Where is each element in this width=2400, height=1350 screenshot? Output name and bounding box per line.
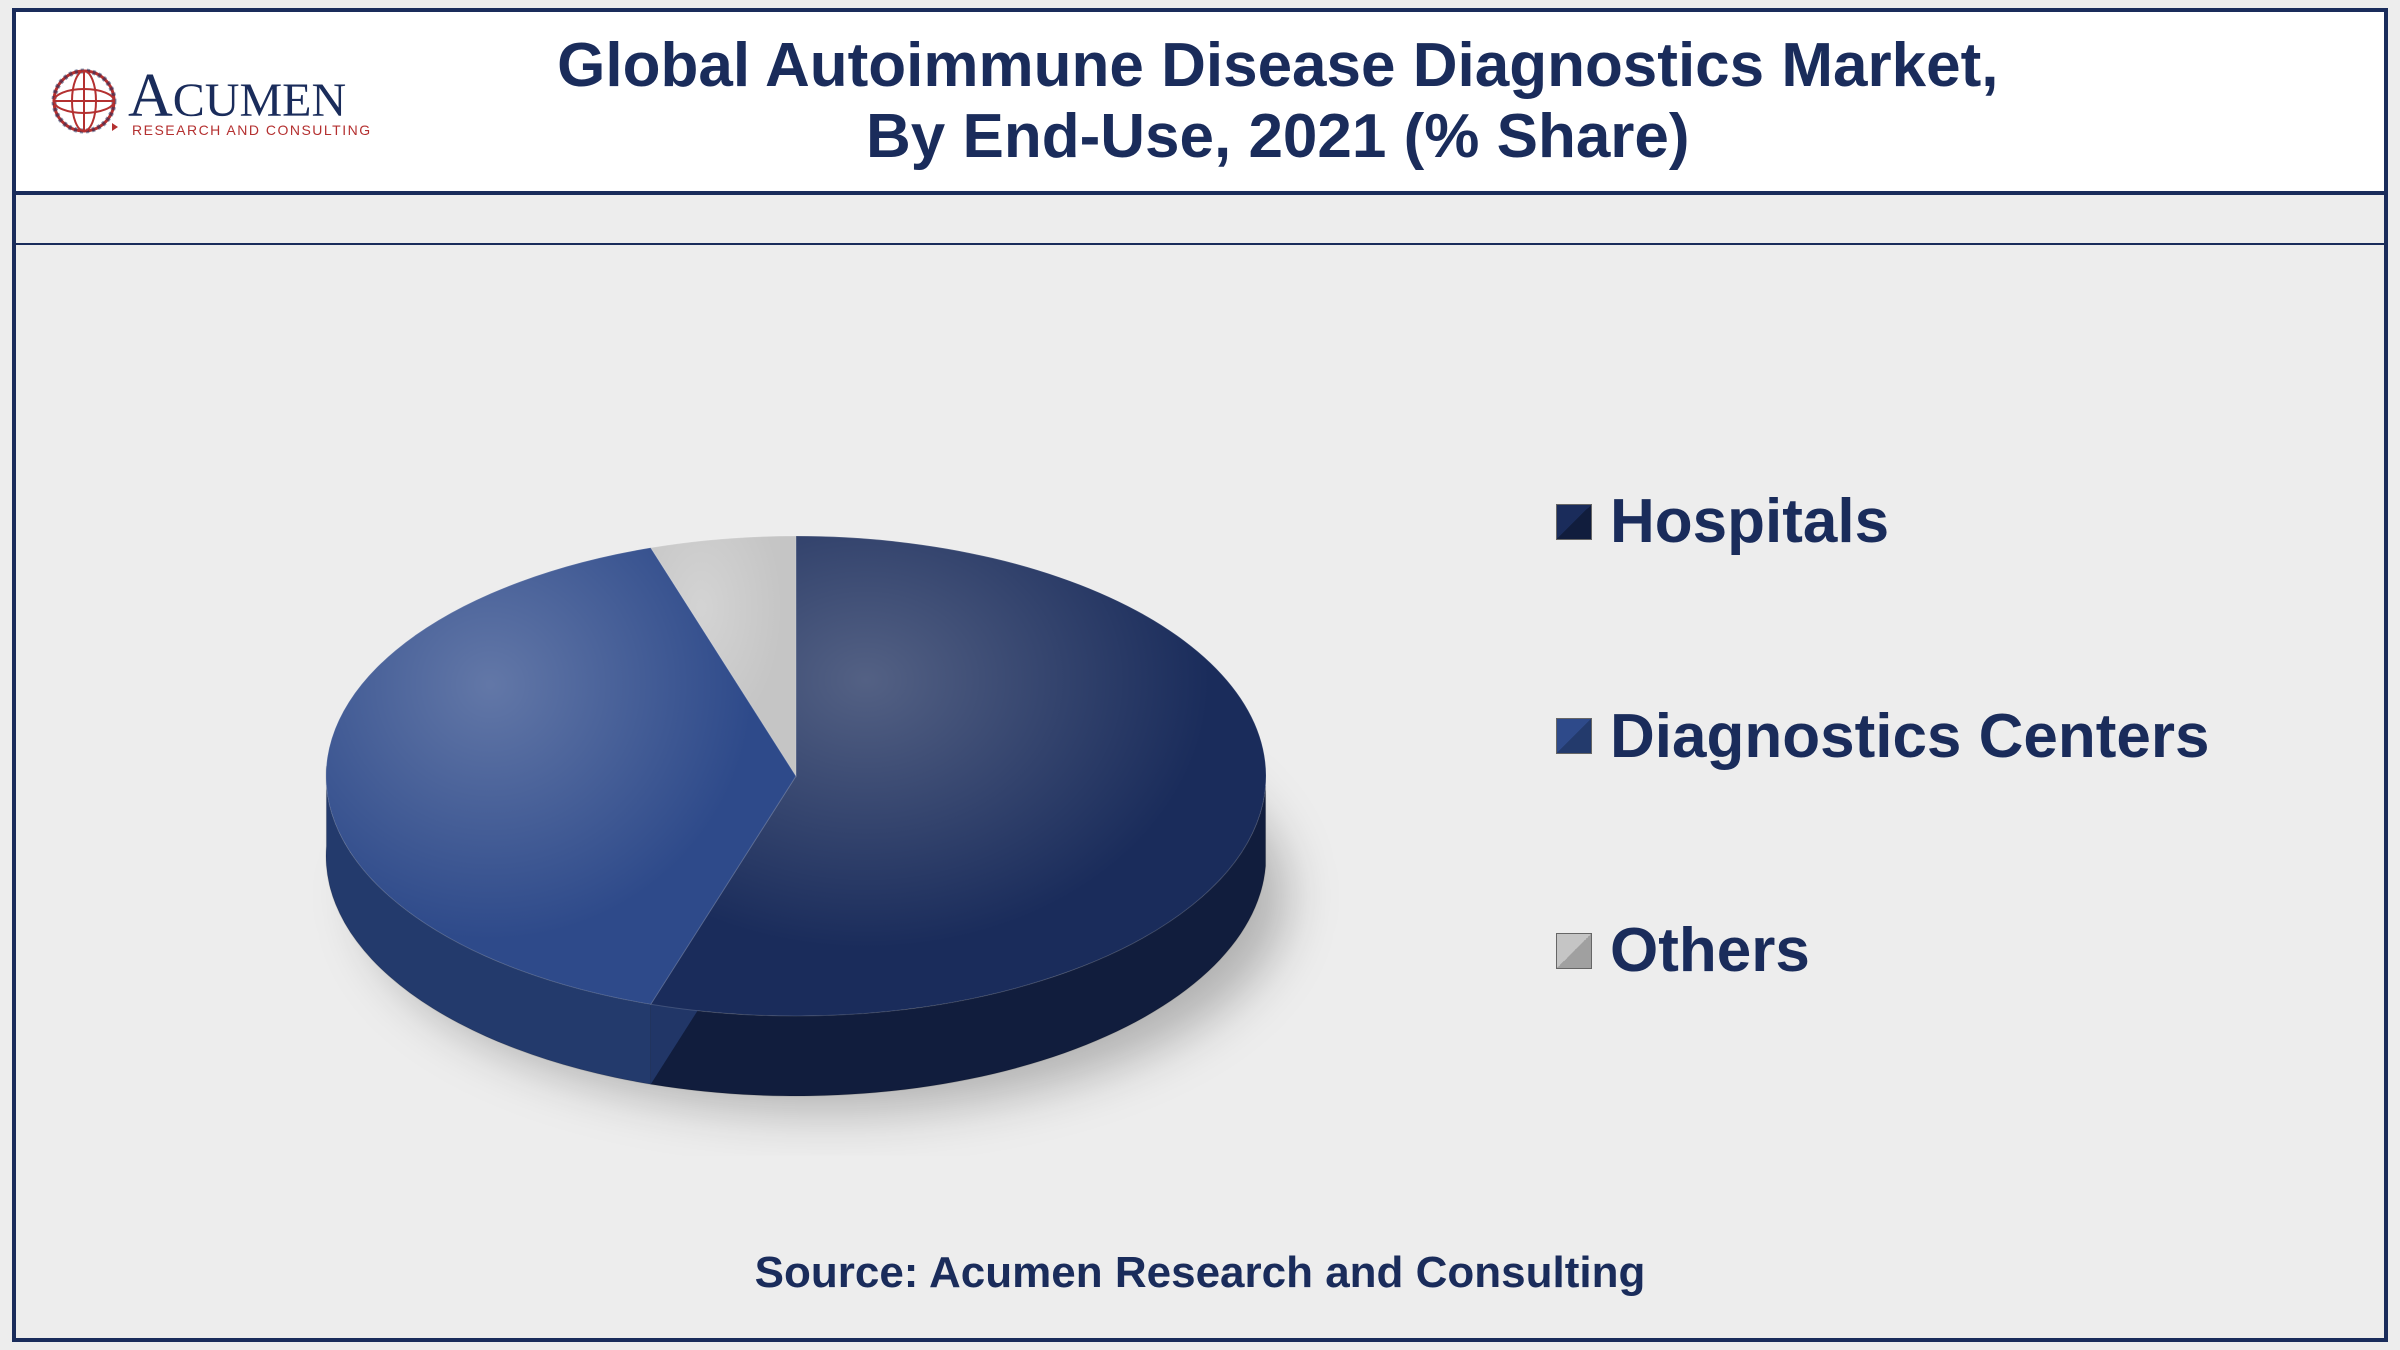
globe-icon	[48, 65, 120, 137]
chart-title-block: Global Autoimmune Disease Diagnostics Ma…	[372, 30, 2364, 173]
logo-main-text: ACUMEN	[128, 65, 346, 127]
divider-line	[16, 243, 2384, 245]
pie-chart	[16, 296, 1516, 1276]
legend-swatch-others	[1556, 933, 1592, 969]
legend-item-hospitals: Hospitals	[1556, 486, 2344, 557]
chart-area: Hospitals Diagnostics Centers Others Sou…	[12, 195, 2388, 1342]
legend-swatch-diagnostics	[1556, 718, 1592, 754]
title-line-2: By End-Use, 2021 (% Share)	[372, 101, 2184, 172]
legend-label-hospitals: Hospitals	[1610, 486, 1889, 557]
logo-text: ACUMEN RESEARCH AND CONSULTING	[128, 65, 372, 137]
header-panel: ACUMEN RESEARCH AND CONSULTING Global Au…	[12, 8, 2388, 195]
legend-item-diagnostics: Diagnostics Centers	[1556, 701, 2344, 772]
legend-swatch-hospitals	[1556, 504, 1592, 540]
brand-logo: ACUMEN RESEARCH AND CONSULTING	[48, 65, 372, 137]
logo-sub-text: RESEARCH AND CONSULTING	[128, 123, 372, 137]
legend-item-others: Others	[1556, 915, 2344, 986]
legend-label-others: Others	[1610, 915, 1810, 986]
legend-column: Hospitals Diagnostics Centers Others	[1516, 195, 2384, 1338]
legend-label-diagnostics: Diagnostics Centers	[1610, 701, 2210, 772]
title-line-1: Global Autoimmune Disease Diagnostics Ma…	[372, 30, 2184, 101]
chart-source: Source: Acumen Research and Consulting	[755, 1248, 1646, 1298]
pie-column	[16, 195, 1516, 1338]
